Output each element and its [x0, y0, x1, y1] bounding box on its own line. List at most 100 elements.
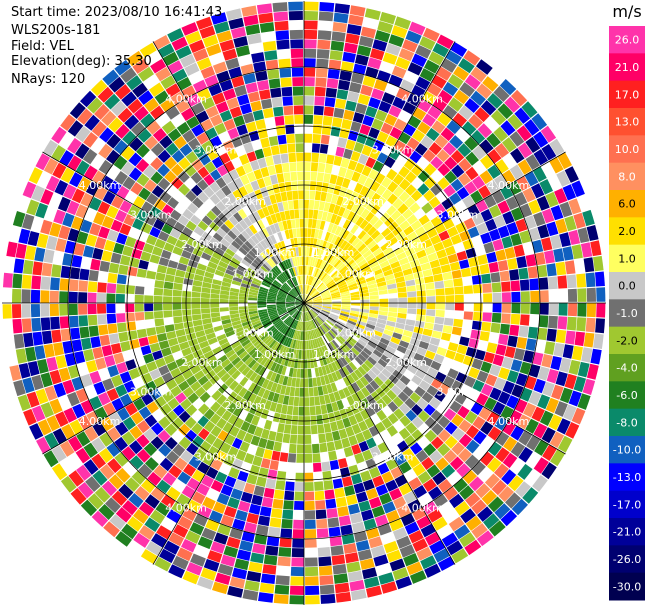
velocity-gate [140, 113, 155, 128]
velocity-gate [421, 239, 433, 249]
velocity-gate [355, 276, 365, 283]
velocity-gate [479, 139, 494, 154]
velocity-gate [298, 406, 304, 416]
velocity-gate [219, 79, 234, 92]
velocity-gate [246, 344, 255, 354]
velocity-gate [140, 479, 156, 494]
velocity-gate [459, 532, 476, 548]
velocity-gate [393, 408, 405, 420]
velocity-gate [290, 358, 296, 368]
velocity-gate [454, 294, 464, 303]
velocity-gate [304, 190, 310, 200]
velocity-gate [27, 231, 40, 247]
velocity-gate [150, 422, 164, 436]
velocity-gate [319, 220, 326, 230]
velocity-gate [167, 260, 179, 269]
velocity-gate [228, 17, 244, 30]
velocity-gate [119, 223, 132, 236]
velocity-gate [442, 105, 458, 119]
velocity-gate [190, 171, 203, 184]
velocity-gate [279, 68, 292, 78]
velocity-gate [480, 100, 497, 116]
velocity-gate [220, 285, 231, 292]
velocity-gate [368, 97, 381, 109]
velocity-gate [397, 391, 409, 403]
velocity-gate [529, 314, 539, 327]
instrument-text: WLS200s-181 [11, 23, 101, 38]
velocity-gate [417, 183, 430, 196]
velocity-gate [384, 274, 395, 281]
velocity-gate [242, 276, 253, 283]
velocity-gate [210, 479, 224, 493]
velocity-gate [138, 259, 149, 270]
velocity-gate [106, 313, 117, 324]
velocity-gate [264, 275, 274, 283]
velocity-gate [241, 5, 258, 17]
velocity-gate [302, 265, 304, 275]
velocity-gate [316, 282, 324, 290]
velocity-gate [464, 539, 482, 556]
velocity-gate [433, 273, 444, 282]
velocity-gate [12, 211, 26, 228]
velocity-gate [98, 159, 113, 175]
velocity-gate [549, 289, 559, 302]
velocity-gate [258, 592, 274, 603]
velocity-gate [243, 216, 253, 227]
velocity-gate [244, 580, 260, 592]
velocity-gate [248, 308, 258, 312]
velocity-gate [394, 118, 407, 131]
velocity-gate [251, 349, 260, 359]
velocity-gate [567, 288, 578, 302]
velocity-gate [305, 585, 320, 595]
velocity-gate [568, 198, 582, 215]
velocity-gate [350, 589, 367, 601]
velocity-gate [341, 177, 351, 189]
velocity-gate [121, 161, 135, 176]
velocity-gate [397, 504, 411, 518]
velocity-gate [346, 561, 361, 573]
velocity-gate [242, 589, 259, 601]
velocity-gate [392, 332, 403, 340]
velocity-gate [343, 272, 353, 280]
velocity-gate [304, 294, 306, 303]
velocity-gate [254, 148, 265, 160]
velocity-gate [355, 216, 365, 227]
velocity-gate [499, 323, 510, 335]
velocity-gate [247, 213, 257, 224]
velocity-gate [346, 259, 355, 268]
velocity-gate [97, 303, 107, 314]
velocity-gate [451, 380, 464, 392]
velocity-gate [304, 29, 318, 40]
velocity-gate [308, 199, 315, 210]
velocity-gate [278, 251, 285, 261]
velocity-gate [204, 327, 215, 335]
velocity-gate [270, 314, 279, 320]
velocity-gate [85, 234, 98, 247]
velocity-gate [312, 443, 320, 454]
velocity-gate [243, 73, 256, 85]
velocity-gate [506, 395, 519, 409]
velocity-gate [170, 228, 182, 239]
velocity-gate [288, 396, 295, 406]
velocity-gate [500, 509, 518, 527]
velocity-gate [224, 362, 234, 373]
velocity-gate [257, 157, 267, 169]
velocity-gate [6, 241, 18, 258]
velocity-gate [149, 226, 161, 238]
velocity-gate [297, 297, 304, 303]
velocity-gate [259, 582, 275, 594]
velocity-gate [464, 136, 479, 151]
velocity-gate [317, 39, 331, 50]
velocity-gate [241, 339, 251, 347]
velocity-gate [463, 311, 473, 320]
velocity-gate [430, 156, 444, 169]
velocity-gate [115, 384, 128, 397]
velocity-gate [312, 306, 321, 312]
velocity-gate [417, 99, 432, 113]
velocity-gate [229, 106, 242, 118]
velocity-gate [44, 432, 59, 449]
velocity-gate [328, 392, 336, 403]
velocity-gate [437, 89, 453, 104]
velocity-gate [318, 270, 325, 280]
velocity-gate [524, 469, 541, 486]
